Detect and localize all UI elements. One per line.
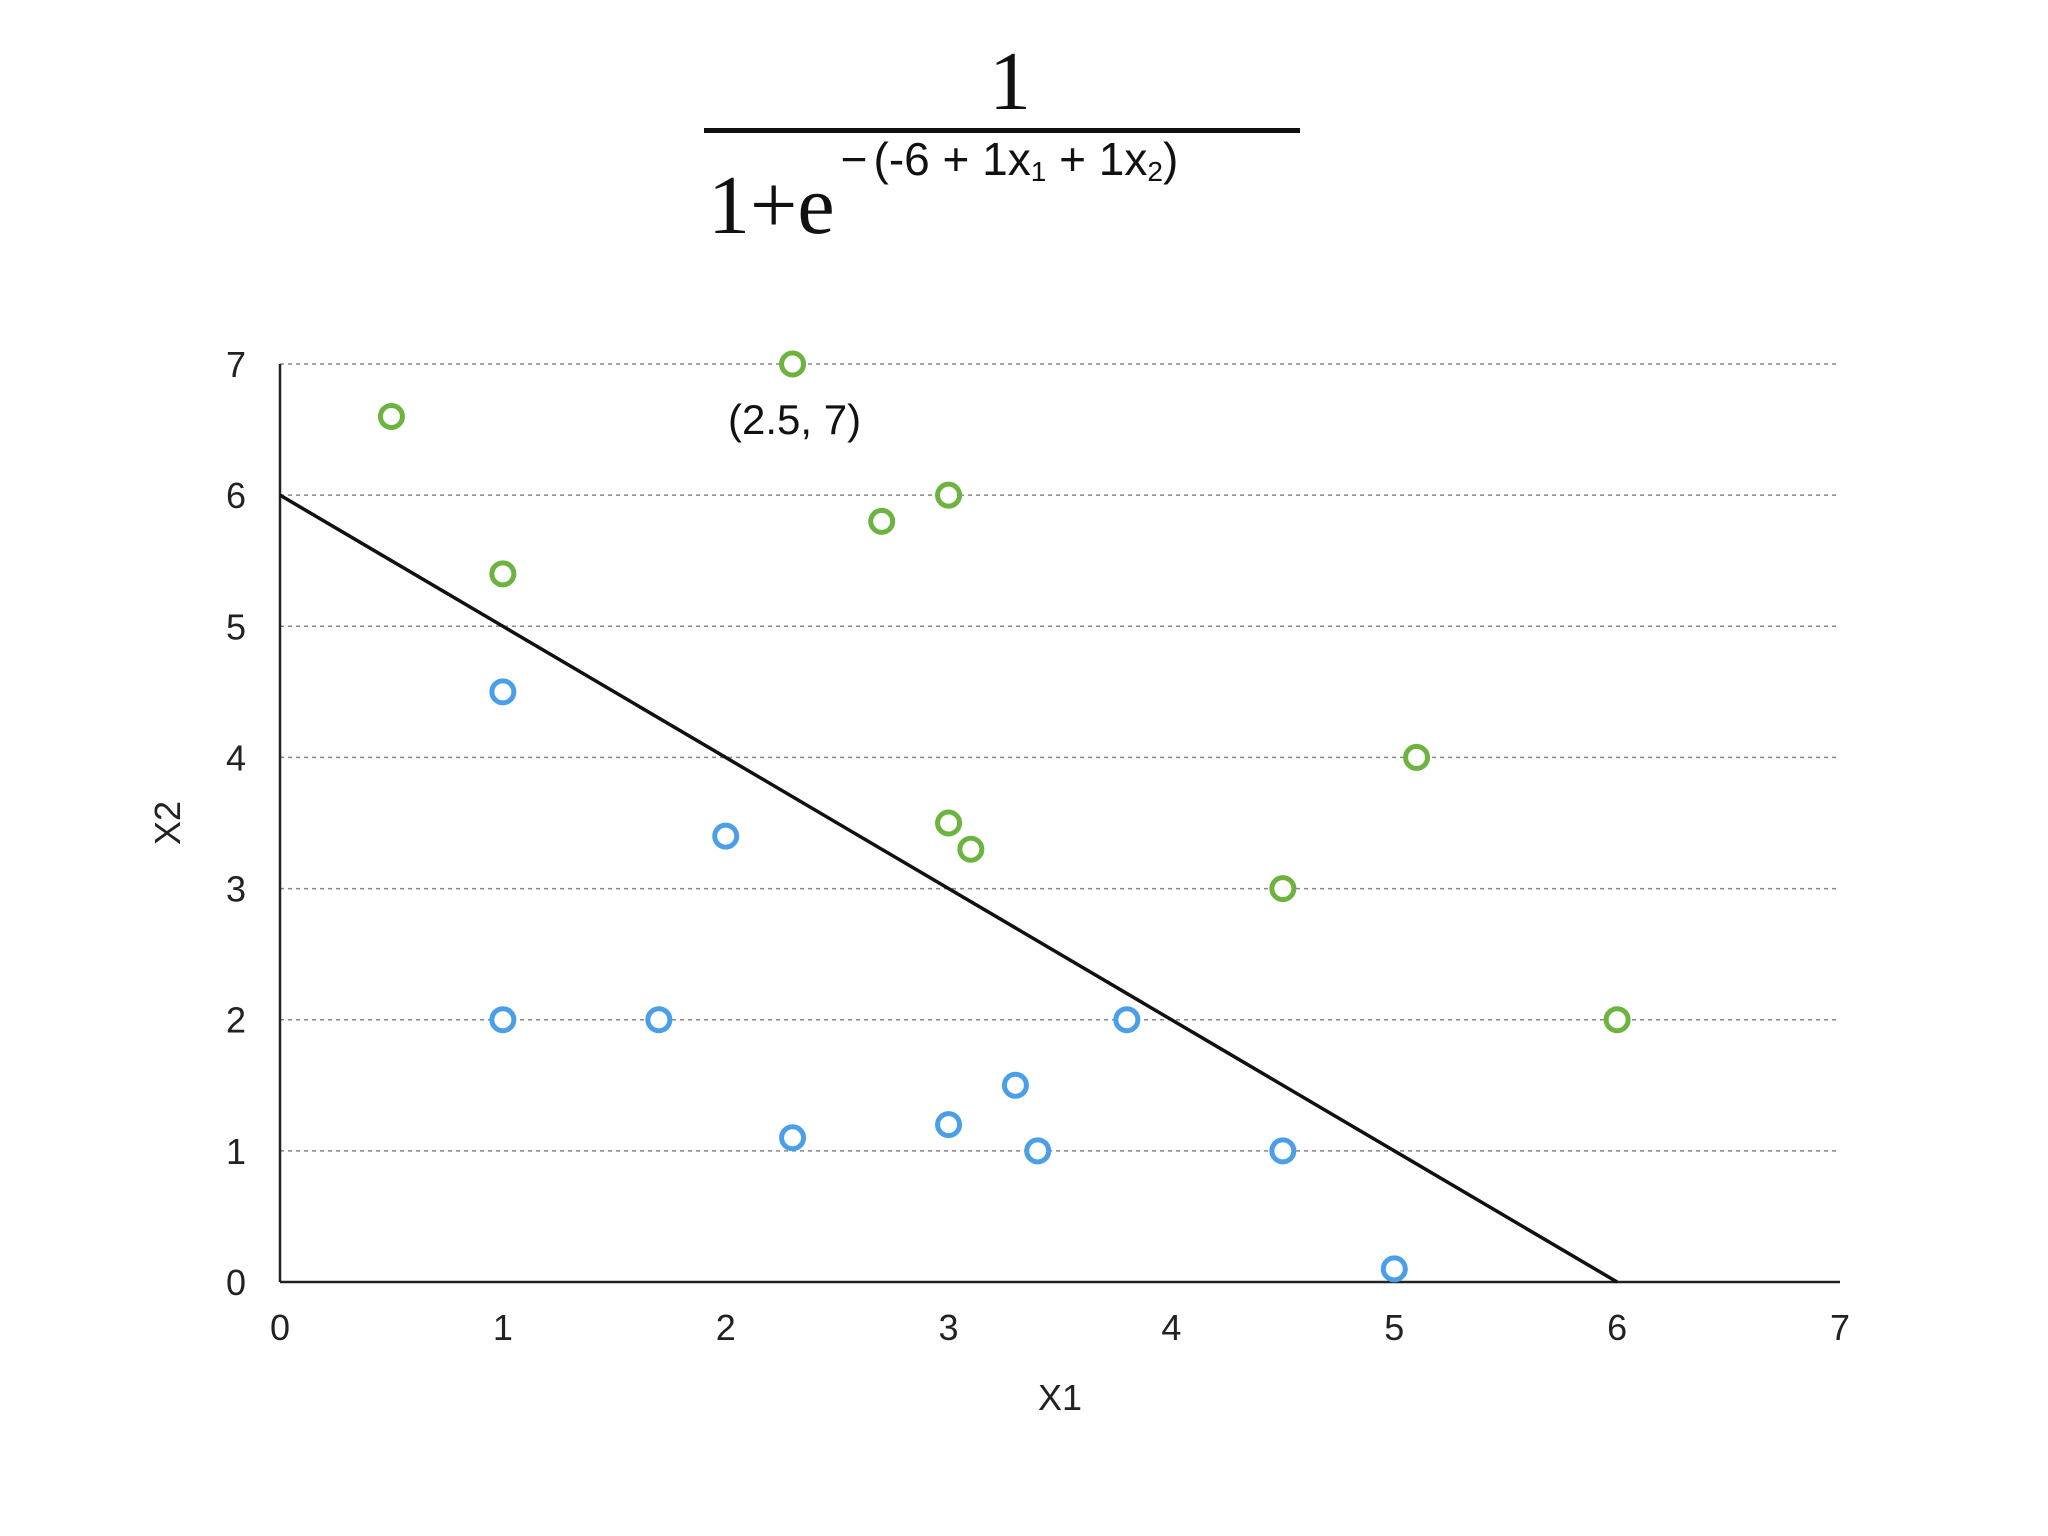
- y-tick-label: 5: [226, 606, 246, 647]
- data-point: [779, 1124, 807, 1152]
- y-tick-label: 3: [226, 869, 246, 910]
- logistic-formula: 1 1+e − (-6 + 1x1 + 1x2): [0, 0, 2048, 300]
- x-tick-label: 6: [1607, 1307, 1627, 1348]
- x-tick-label: 2: [716, 1307, 736, 1348]
- formula-exponent: − (-6 + 1x1 + 1x2): [840, 133, 1179, 187]
- y-tick-label: 2: [226, 1000, 246, 1041]
- data-point: [712, 822, 740, 850]
- x-axis-label: X1: [1038, 1377, 1082, 1418]
- x-tick-label: 7: [1830, 1307, 1850, 1348]
- x-tick-label: 5: [1384, 1307, 1404, 1348]
- formula-denominator: 1+e − (-6 + 1x1 + 1x2): [708, 133, 1178, 264]
- gridlines: [280, 363, 1840, 1152]
- data-point: [935, 481, 963, 509]
- formula-exponent-open: (-6 + 1x: [873, 133, 1031, 185]
- data-point: [1269, 1137, 1297, 1165]
- y-axis-label: X2: [147, 801, 188, 845]
- x-tick-label: 3: [939, 1307, 959, 1348]
- data-point: [489, 678, 517, 706]
- decision-line: [279, 493, 1619, 1284]
- formula-fraction-bar: [704, 128, 1300, 133]
- x-tick-label: 1: [493, 1307, 513, 1348]
- formula-exponent-mid: + 1x: [1046, 133, 1148, 185]
- formula-exponent-sign: −: [840, 133, 868, 185]
- data-point: [1603, 1006, 1631, 1034]
- data-point: [935, 1111, 963, 1139]
- data-point: [1001, 1071, 1029, 1099]
- axes: [278, 364, 1840, 1284]
- annotations: (2.5, 7): [728, 396, 861, 443]
- formula-sub1: 1: [1030, 156, 1047, 187]
- y-tick-label: 4: [226, 737, 246, 778]
- y-tick-labels: 0 1 2 3 4 5 6 7: [226, 344, 246, 1303]
- formula-denominator-base: 1+e: [708, 159, 835, 252]
- point-annotation: (2.5, 7): [728, 396, 861, 443]
- data-point: [779, 350, 807, 378]
- x-tick-label: 0: [270, 1307, 290, 1348]
- data-point: [868, 507, 896, 535]
- data-point: [645, 1006, 673, 1034]
- data-point: [1269, 875, 1297, 903]
- decision-line-group: [279, 493, 1619, 1284]
- y-tick-label: 7: [226, 344, 246, 385]
- y-tick-label: 0: [226, 1262, 246, 1303]
- formula-sub2: 2: [1147, 156, 1163, 187]
- data-point: [1024, 1137, 1052, 1165]
- data-point: [377, 402, 405, 430]
- formula-exponent-close: ): [1162, 133, 1179, 185]
- data-point: [1380, 1255, 1408, 1283]
- formula-numerator: 1: [989, 35, 1031, 128]
- data-point: [489, 1006, 517, 1034]
- data-point: [1403, 743, 1431, 771]
- data-point: [957, 835, 985, 863]
- x-tick-labels: 0 1 2 3 4 5 6 7: [270, 1307, 1850, 1348]
- data-point: [489, 560, 517, 588]
- x-tick-label: 4: [1161, 1307, 1181, 1348]
- data-point: [935, 809, 963, 837]
- data-point: [1113, 1006, 1141, 1034]
- data-points: [377, 350, 1631, 1283]
- y-tick-label: 6: [226, 475, 246, 516]
- y-tick-label: 1: [226, 1131, 246, 1172]
